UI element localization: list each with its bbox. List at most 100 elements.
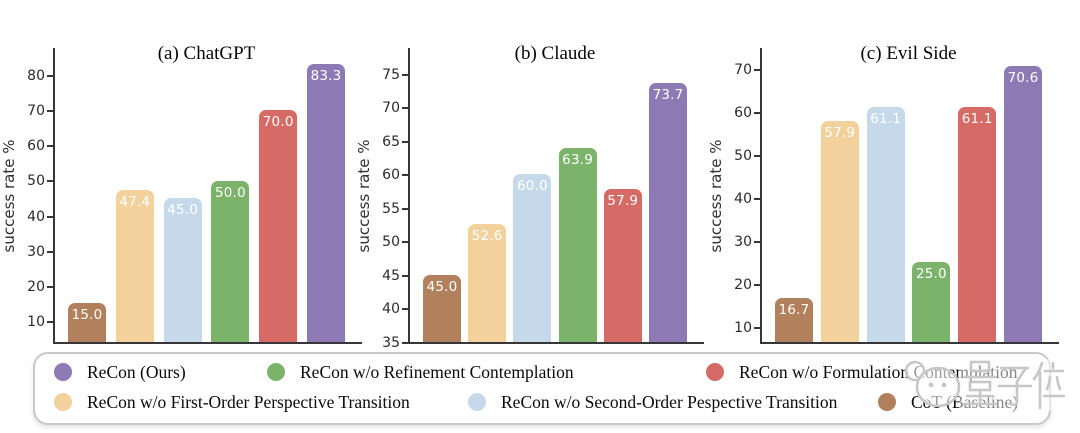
y-tick-mark	[402, 241, 408, 244]
bar-value-label: 50.0	[214, 184, 246, 201]
y-tick-label: 70	[382, 100, 400, 117]
y-tick-label: 20	[734, 276, 752, 293]
y-tick-mark	[47, 285, 53, 288]
bar-value-label: 73.7	[652, 86, 684, 103]
y-tick-label: 55	[382, 200, 400, 217]
legend-marker-red	[706, 363, 724, 381]
bar-value-label: 52.6	[471, 228, 503, 244]
y-axis-label: success rate %	[0, 139, 18, 252]
bar-wo-second-order: 60.0	[513, 174, 552, 342]
y-tick-label: 45	[382, 267, 400, 284]
y-tick-mark	[402, 207, 408, 210]
legend-marker-brown	[878, 393, 896, 411]
legend-marker-purple	[54, 363, 72, 381]
y-tick-mark	[402, 342, 408, 344]
bar-value-label: 57.9	[607, 192, 639, 209]
legend-marker-green	[267, 363, 285, 381]
bar-wo-second-order: 45.0	[163, 198, 202, 342]
y-tick-label: 50	[734, 147, 752, 164]
y-tick-mark	[402, 274, 408, 277]
legend-label: ReCon w/o Refinement Contemplation	[300, 361, 574, 382]
y-tick-label: 40	[27, 208, 45, 225]
bar-value-label: 61.1	[870, 110, 902, 127]
bar-value-label: 83.3	[310, 67, 342, 84]
bar-cot-baseline: 45.0	[423, 275, 461, 342]
y-axis-spine	[53, 48, 55, 343]
bar-value-label: 47.4	[119, 193, 151, 210]
panel-title: (b) Claude	[514, 43, 596, 64]
y-tick-mark	[402, 73, 408, 76]
x-axis-spine	[53, 342, 362, 344]
bar-wo-first-order: 47.4	[115, 189, 154, 342]
bar-cot-baseline: 16.7	[775, 298, 813, 342]
bar-wo-formulation: 61.1	[958, 106, 997, 342]
bar-cot-baseline: 15.0	[68, 303, 106, 342]
y-tick-mark	[754, 111, 760, 114]
y-tick-mark	[47, 320, 53, 323]
bar-wo-refinement: 50.0	[211, 180, 250, 342]
y-tick-label: 60	[382, 167, 400, 184]
bar-value-label: 25.0	[915, 266, 947, 283]
bar-wo-refinement: 25.0	[912, 262, 951, 342]
y-tick-mark	[754, 283, 760, 286]
panel-title: (c) Evil Side	[860, 43, 957, 64]
bar-value-label: 15.0	[71, 307, 103, 324]
y-tick-label: 30	[734, 233, 752, 250]
bar-recon-ours: 83.3	[307, 63, 345, 342]
y-tick-mark	[754, 154, 760, 157]
bar-value-label: 16.7	[778, 302, 810, 319]
y-tick-label: 20	[27, 278, 45, 295]
bar-value-label: 57.9	[824, 124, 856, 141]
y-tick-mark	[754, 68, 760, 71]
x-axis-spine	[760, 342, 1059, 344]
y-tick-label: 60	[27, 138, 45, 155]
y-tick-mark	[754, 197, 760, 200]
y-tick-label: 75	[382, 66, 400, 83]
y-axis-spine	[408, 48, 410, 343]
y-tick-label: 35	[382, 335, 400, 351]
panel-evil-side: (c) Evil Side success rate % 10 20 30 40 50 6…	[707, 43, 1059, 344]
legend-item-wo-refinement: ReCon w/o Refinement Contemplation	[267, 359, 574, 385]
y-tick-label: 40	[382, 301, 400, 318]
y-tick-label: 10	[734, 319, 752, 336]
y-tick-label: 65	[382, 133, 400, 150]
bar-value-label: 45.0	[167, 202, 199, 218]
legend-marker-blue	[468, 393, 486, 411]
y-tick-mark	[402, 174, 408, 177]
legend-label: ReCon w/o Second-Order Pespective Transi…	[501, 391, 838, 412]
y-tick-mark	[754, 240, 760, 243]
y-tick-label: 10	[27, 313, 45, 330]
y-tick-label: 60	[734, 104, 752, 121]
y-axis-spine	[760, 48, 762, 343]
y-tick-label: 50	[27, 173, 45, 190]
y-tick-label: 50	[382, 234, 400, 251]
y-tick-label: 80	[27, 68, 45, 85]
bar-wo-second-order: 61.1	[866, 106, 905, 342]
y-tick-label: 40	[734, 190, 752, 207]
legend-label: ReCon w/o First-Order Perspective Transi…	[87, 391, 410, 412]
y-tick-label: 70	[734, 61, 752, 78]
y-tick-label: 70	[27, 103, 45, 120]
y-tick-mark	[402, 140, 408, 143]
legend-label: ReCon (Ours)	[87, 361, 186, 382]
bar-recon-ours: 70.6	[1004, 65, 1042, 342]
legend-item-wo-second-order: ReCon w/o Second-Order Pespective Transi…	[468, 389, 837, 415]
panel-title: (a) ChatGPT	[157, 43, 256, 64]
bar-wo-formulation: 57.9	[603, 188, 642, 342]
y-tick-mark	[402, 308, 408, 311]
bar-wo-formulation: 70.0	[259, 110, 298, 342]
y-tick-mark	[47, 180, 53, 183]
y-tick-mark	[402, 107, 408, 110]
bar-value-label: 61.1	[961, 110, 993, 127]
bar-wo-first-order: 52.6	[468, 224, 507, 342]
bar-recon-ours: 73.7	[649, 82, 687, 342]
x-axis-spine	[408, 342, 704, 344]
bar-wo-refinement: 63.9	[558, 148, 597, 342]
panel-chatgpt: (a) ChatGPT success rate % 10 20 30 40 50 60 7…	[0, 43, 362, 344]
y-tick-mark	[47, 250, 53, 253]
y-tick-mark	[754, 326, 760, 329]
bar-wo-first-order: 57.9	[820, 120, 859, 342]
legend-item-recon-ours: ReCon (Ours)	[54, 359, 186, 385]
legend-marker-tan	[54, 393, 72, 411]
